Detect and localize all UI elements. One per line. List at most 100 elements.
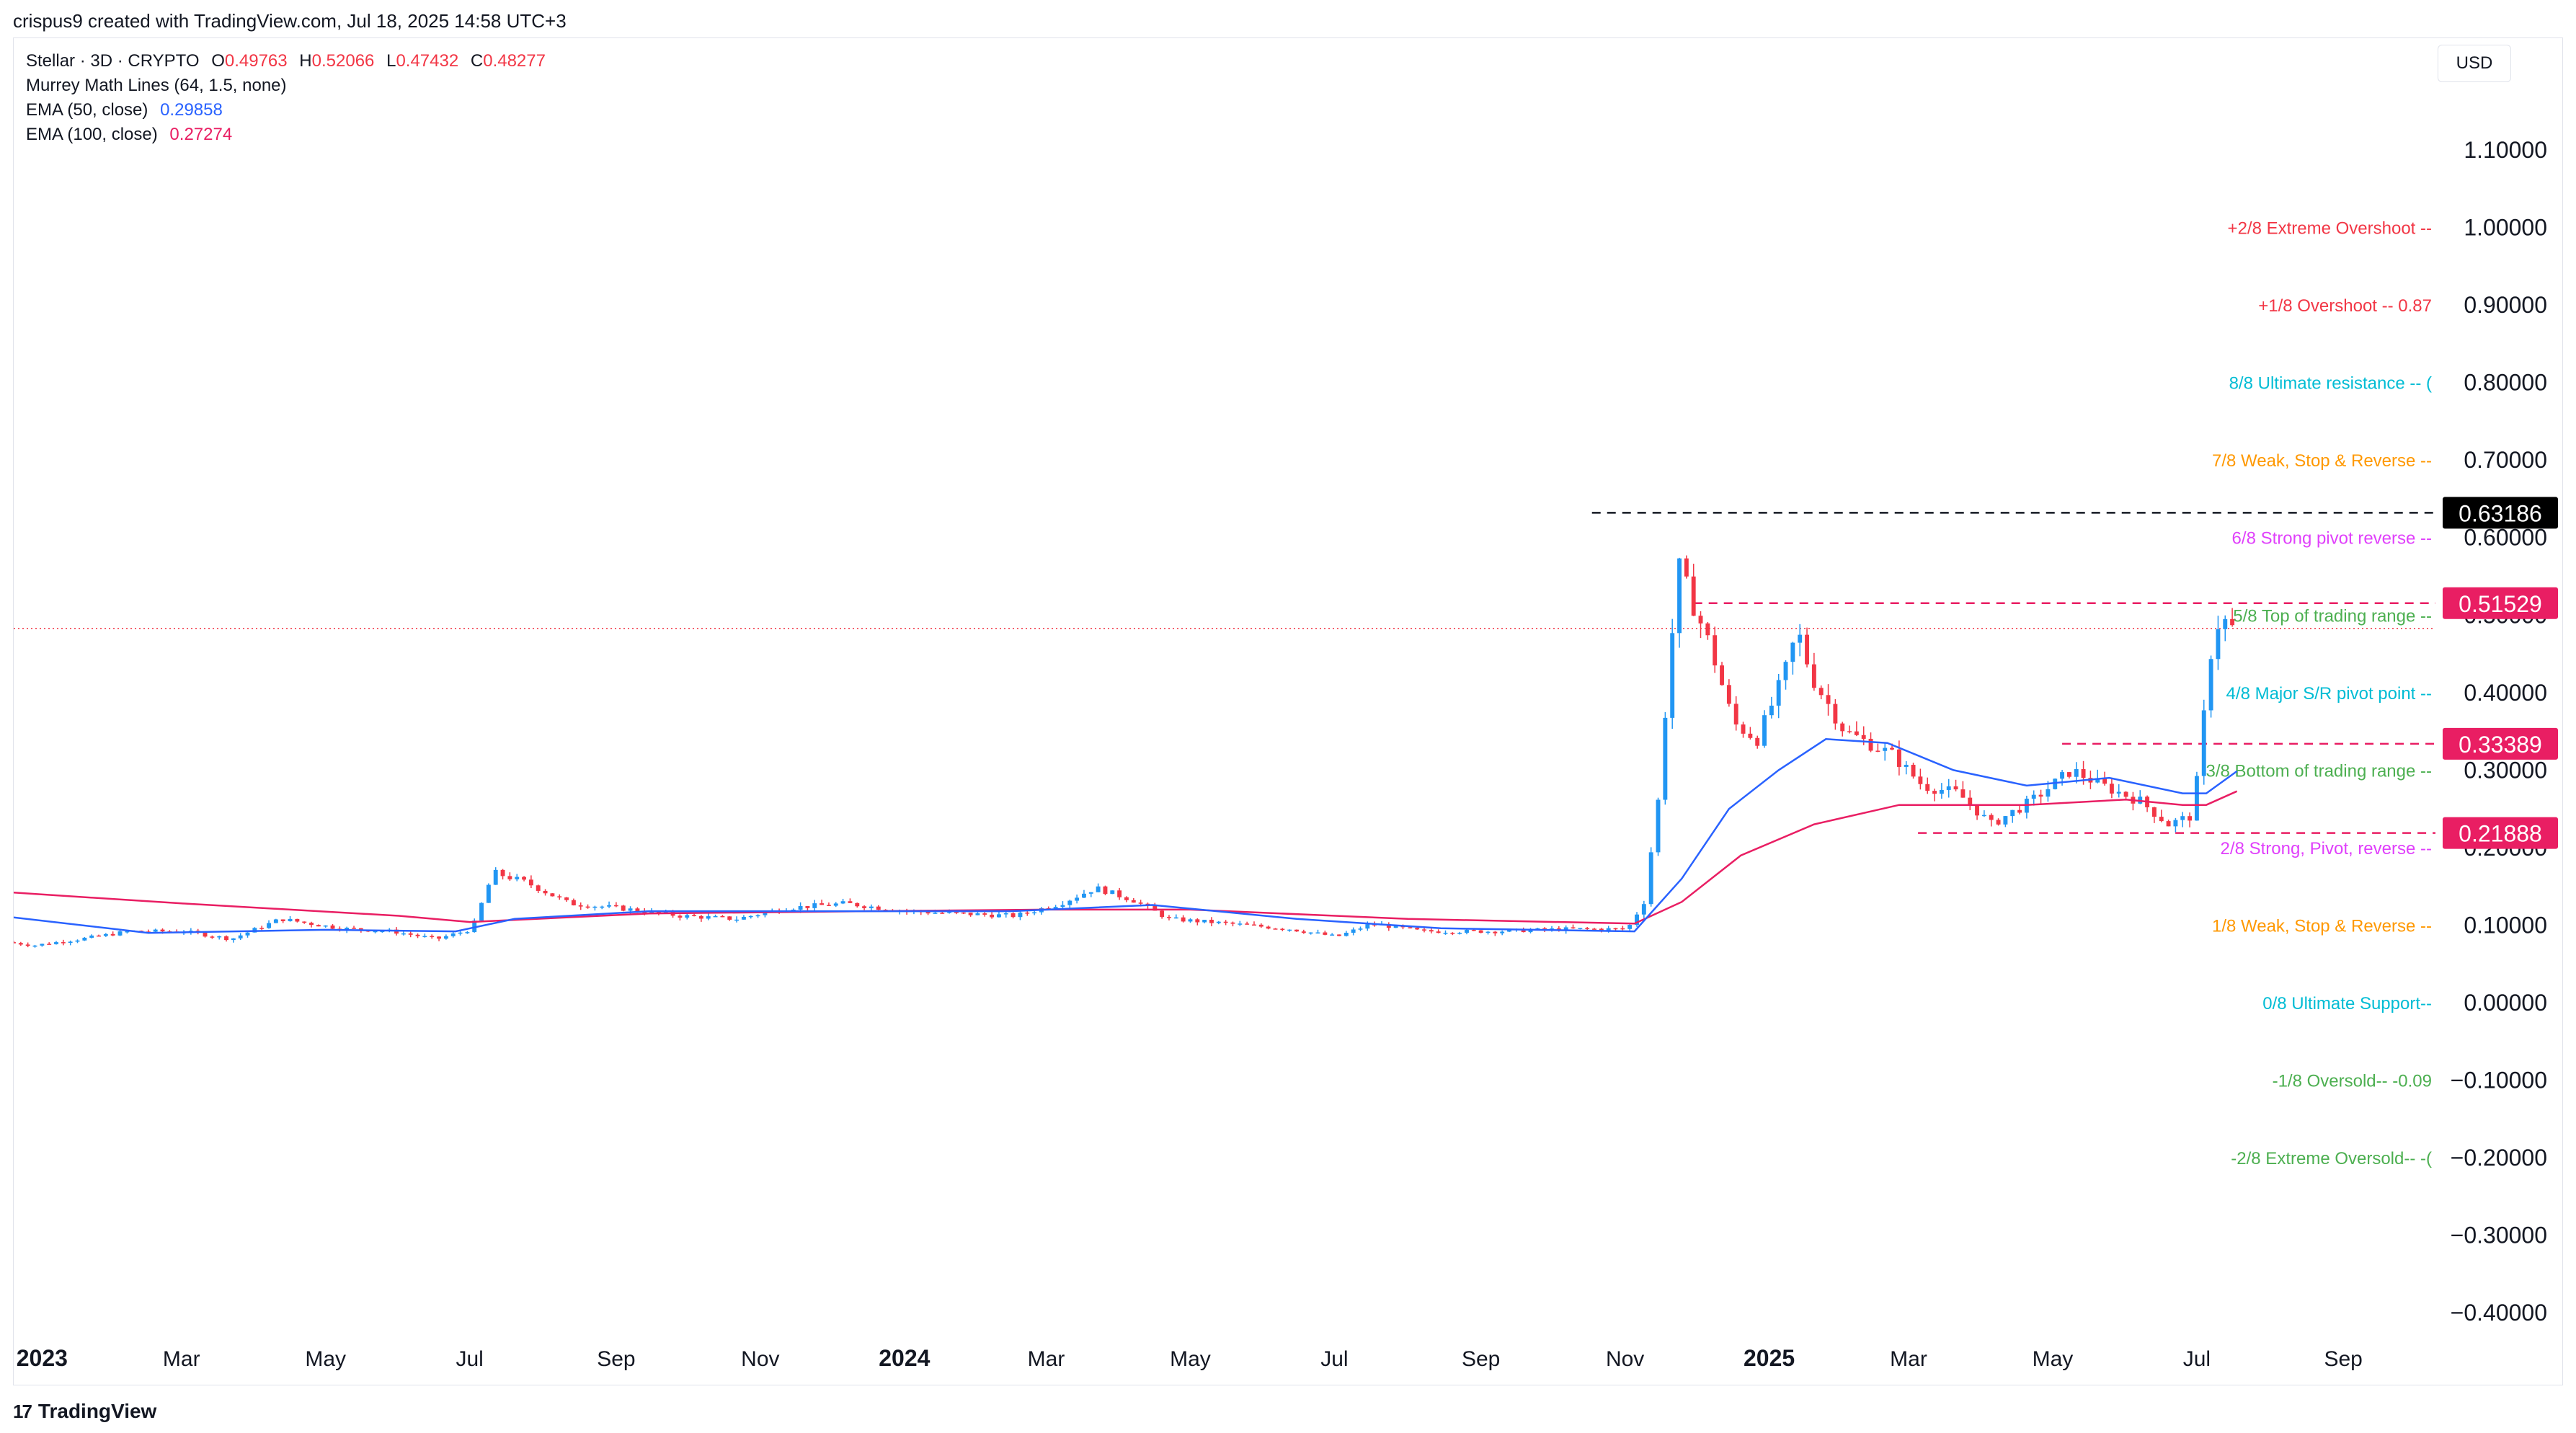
y-tick-label: 0.80000 (2464, 370, 2547, 396)
candle-body (1181, 917, 1186, 922)
candle-body (727, 916, 732, 920)
candle-body (990, 914, 995, 918)
candle-body (522, 877, 527, 880)
candle-body (1238, 923, 1243, 925)
x-tick-label: Jul (456, 1347, 483, 1371)
candle-body (330, 925, 335, 929)
candle-body (1733, 704, 1738, 725)
candle-body (309, 923, 314, 926)
candle-body (1209, 919, 1214, 923)
candle-body (1082, 893, 1086, 898)
candle-body (117, 931, 123, 936)
candle-body (18, 943, 23, 945)
candle-body (1691, 576, 1696, 616)
candle-body (267, 923, 271, 928)
chart-frame[interactable]: 1.10000 1.00000 0.90000 0.80000 0.70000 0.600… (13, 37, 2563, 1385)
ema100-legend-row[interactable]: EMA (100, close) 0.27274 (26, 123, 546, 147)
y-tick-label: −0.10000 (2451, 1068, 2547, 1093)
candle-body (358, 928, 363, 931)
murrey-level-label: 3/8 Bottom of trading range -- (2206, 761, 2433, 781)
candle-body (1826, 695, 1831, 704)
candle-body (1216, 921, 1221, 923)
candle-body (528, 879, 533, 886)
candle-body (1025, 913, 1030, 914)
candle-body (755, 915, 760, 917)
candle-body (550, 893, 555, 897)
murrey-legend-row[interactable]: Murrey Math Lines (64, 1.5, none) (26, 74, 546, 98)
candle-body (805, 906, 810, 908)
ema50-legend-row[interactable]: EMA (50, close) 0.29858 (26, 98, 546, 123)
murrey-level-label: +1/8 Overshoot -- 0.87 (2258, 296, 2432, 316)
candle-body (2095, 778, 2100, 783)
candle-body (68, 941, 73, 944)
candle-body (1245, 923, 1250, 925)
candle-body (2159, 817, 2164, 822)
candle-body (706, 916, 711, 919)
candle-body (1507, 929, 1511, 932)
candle-body (720, 915, 725, 918)
murrey-level-label: -2/8 Extreme Oversold-- -( (2231, 1149, 2432, 1168)
candle-body (1726, 685, 1731, 704)
candle-body (585, 906, 590, 908)
candle-body (1152, 905, 1158, 911)
candle-body (125, 931, 130, 933)
candle-body (1925, 784, 1930, 791)
candle-body (1003, 913, 1008, 915)
candle-body (1301, 931, 1306, 933)
candle-body (1287, 929, 1292, 931)
candle-body (61, 942, 66, 944)
candle-body (975, 913, 980, 915)
murrey-level-label: -1/8 Oversold-- -0.09 (2273, 1072, 2432, 1091)
x-tick-label: 2024 (879, 1345, 930, 1371)
candle-body (1875, 750, 1880, 752)
candle-body (1124, 897, 1129, 900)
candle-body (1393, 925, 1398, 928)
candle-body (1096, 886, 1101, 892)
candle-body (1989, 815, 1994, 820)
candle-body (1755, 737, 1760, 746)
murrey-level-label: 2/8 Strong, Pivot, reverse -- (2221, 839, 2432, 859)
candle-body (1790, 642, 1795, 662)
candle-body (1776, 680, 1781, 706)
candle-body (1436, 931, 1441, 933)
candle-body (465, 932, 470, 933)
candle-body (1606, 928, 1611, 931)
candle-body (1635, 914, 1639, 926)
candle-body (947, 912, 952, 913)
candle-body (486, 884, 491, 903)
candle-body (2017, 809, 2022, 813)
candle-body (1351, 929, 1356, 933)
candle-body (1542, 928, 1547, 930)
candle-body (933, 913, 938, 914)
murrey-level-label: 1/8 Weak, Stop & Reverse -- (2212, 916, 2432, 936)
price-label-badge (2443, 727, 2558, 760)
price-label-text: 0.33389 (2459, 732, 2542, 758)
candle-body (217, 936, 222, 938)
chart-attribution: crispus9 created with TradingView.com, J… (13, 10, 567, 32)
candle-body (1939, 789, 1944, 794)
price-chart[interactable]: 1.10000 1.00000 0.90000 0.80000 0.70000 0.600… (14, 38, 2562, 1385)
candle-body (1485, 931, 1491, 933)
candle-body (394, 929, 399, 934)
candle-body (500, 869, 505, 877)
tradingview-footer[interactable]: 17 TradingView (13, 1400, 156, 1423)
candle-body (1705, 623, 1710, 636)
candle-body (840, 901, 845, 904)
candle-body (848, 901, 853, 903)
candle-body (1032, 912, 1037, 914)
candle-body (968, 913, 973, 915)
price-label-badge (2443, 587, 2558, 619)
candle-body (748, 915, 753, 918)
candle-body (2053, 778, 2058, 789)
candle-body (855, 902, 860, 907)
currency-selector[interactable]: USD (2438, 45, 2511, 82)
symbol-legend-row[interactable]: Stellar · 3D · CRYPTO O0.49763 H0.52066 … (26, 49, 546, 74)
candle-body (401, 933, 406, 935)
candle-body (1408, 927, 1413, 928)
candle-body (862, 906, 867, 908)
candle-body (352, 928, 356, 929)
candle-body (1060, 905, 1065, 908)
tradingview-logo-icon: 17 (13, 1400, 32, 1422)
y-tick-label: 0.60000 (2464, 525, 2547, 551)
candle-body (982, 913, 987, 915)
